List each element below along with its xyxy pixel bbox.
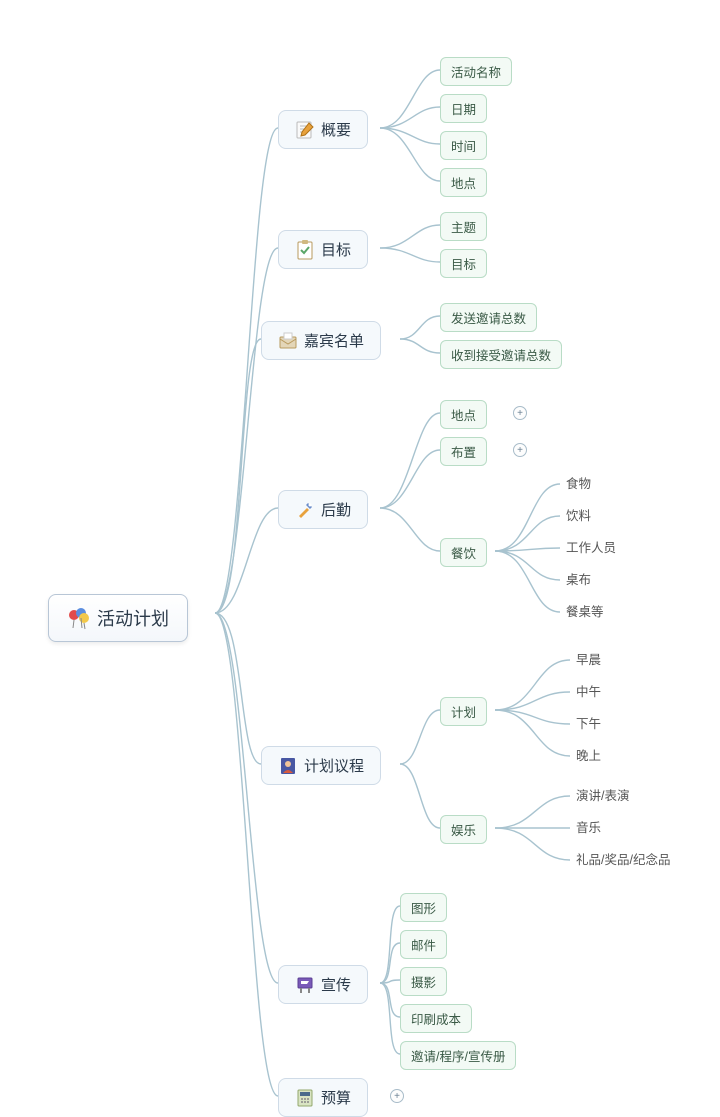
branch-label: 嘉宾名单 xyxy=(304,330,364,351)
billboard-icon xyxy=(295,975,315,995)
branch-guests[interactable]: 嘉宾名单 xyxy=(261,321,381,360)
root-node[interactable]: 活动计划 xyxy=(48,594,188,642)
branch-logistics[interactable]: 后勤 xyxy=(278,490,368,529)
leaf-date[interactable]: 日期 xyxy=(440,94,487,123)
branch-agenda[interactable]: 计划议程 xyxy=(261,746,381,785)
calculator-icon xyxy=(295,1088,315,1108)
leaf-invites-accepted[interactable]: 收到接受邀请总数 xyxy=(440,340,562,369)
leaf-location[interactable]: 地点 xyxy=(440,168,487,197)
expand-venue[interactable]: + xyxy=(513,406,527,420)
leaf-gifts[interactable]: 礼品/奖品/纪念品 xyxy=(570,847,676,870)
leaf-theme[interactable]: 主题 xyxy=(440,212,487,241)
leaf-catering[interactable]: 餐饮 xyxy=(440,538,487,567)
person-frame-icon xyxy=(278,756,298,776)
balloons-icon xyxy=(67,606,91,630)
leaf-morning[interactable]: 早晨 xyxy=(570,647,607,670)
expand-budget[interactable]: + xyxy=(390,1089,404,1103)
leaf-music[interactable]: 音乐 xyxy=(570,815,607,838)
branch-label: 概要 xyxy=(321,119,351,140)
leaf-goal[interactable]: 目标 xyxy=(440,249,487,278)
leaf-staff[interactable]: 工作人员 xyxy=(560,535,622,558)
leaf-activity-name[interactable]: 活动名称 xyxy=(440,57,512,86)
branch-label: 宣传 xyxy=(321,974,351,995)
leaf-venue[interactable]: 地点 xyxy=(440,400,487,429)
envelope-box-icon xyxy=(278,331,298,351)
leaf-plan[interactable]: 计划 xyxy=(440,697,487,726)
leaf-food[interactable]: 食物 xyxy=(560,471,597,494)
leaf-tablecloth[interactable]: 桌布 xyxy=(560,567,597,590)
branch-label: 预算 xyxy=(321,1087,351,1108)
leaf-photo[interactable]: 摄影 xyxy=(400,967,447,996)
leaf-mail[interactable]: 邮件 xyxy=(400,930,447,959)
leaf-graphics[interactable]: 图形 xyxy=(400,893,447,922)
leaf-drink[interactable]: 饮料 xyxy=(560,503,597,526)
leaf-afternoon[interactable]: 下午 xyxy=(570,711,607,734)
branch-label: 计划议程 xyxy=(304,755,364,776)
leaf-brochure[interactable]: 邀请/程序/宣传册 xyxy=(400,1041,516,1070)
leaf-setup[interactable]: 布置 xyxy=(440,437,487,466)
leaf-speech[interactable]: 演讲/表演 xyxy=(570,783,635,806)
branch-promo[interactable]: 宣传 xyxy=(278,965,368,1004)
branch-label: 目标 xyxy=(321,239,351,260)
leaf-time[interactable]: 时间 xyxy=(440,131,487,160)
branch-budget[interactable]: 预算 xyxy=(278,1078,368,1117)
leaf-print-cost[interactable]: 印刷成本 xyxy=(400,1004,472,1033)
root-label: 活动计划 xyxy=(97,605,169,631)
branch-goal[interactable]: 目标 xyxy=(278,230,368,269)
expand-setup[interactable]: + xyxy=(513,443,527,457)
tools-icon xyxy=(295,500,315,520)
branch-overview[interactable]: 概要 xyxy=(278,110,368,149)
leaf-noon[interactable]: 中午 xyxy=(570,679,607,702)
leaf-evening[interactable]: 晚上 xyxy=(570,743,607,766)
leaf-invites-sent[interactable]: 发送邀请总数 xyxy=(440,303,537,332)
clipboard-check-icon xyxy=(295,240,315,260)
note-pencil-icon xyxy=(295,120,315,140)
leaf-entertainment[interactable]: 娱乐 xyxy=(440,815,487,844)
leaf-tables[interactable]: 餐桌等 xyxy=(560,599,610,622)
branch-label: 后勤 xyxy=(321,499,351,520)
